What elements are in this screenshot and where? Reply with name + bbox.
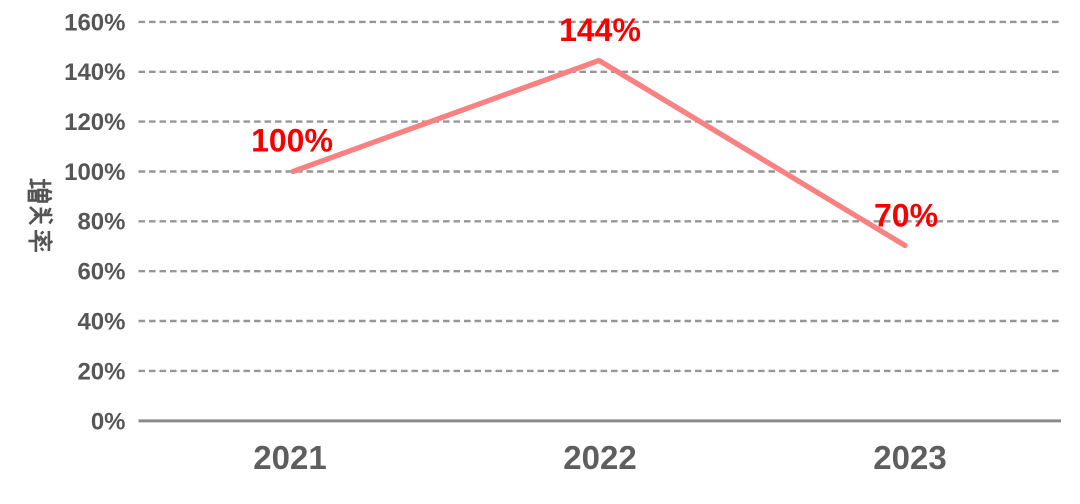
svg-text:120%: 120% xyxy=(64,109,125,136)
svg-text:20%: 20% xyxy=(77,358,125,385)
svg-text:140%: 140% xyxy=(64,59,125,86)
svg-text:60%: 60% xyxy=(77,259,125,286)
svg-text:70%: 70% xyxy=(874,198,938,234)
svg-text:2023: 2023 xyxy=(873,439,946,476)
svg-text:80%: 80% xyxy=(77,209,125,236)
svg-text:160%: 160% xyxy=(64,9,125,36)
svg-text:2022: 2022 xyxy=(563,439,636,476)
svg-text:2021: 2021 xyxy=(253,439,326,476)
svg-text:144%: 144% xyxy=(559,12,641,48)
svg-text:40%: 40% xyxy=(77,308,125,335)
svg-text:100%: 100% xyxy=(251,123,333,159)
svg-text:0%: 0% xyxy=(91,408,126,435)
svg-text:100%: 100% xyxy=(64,159,125,186)
